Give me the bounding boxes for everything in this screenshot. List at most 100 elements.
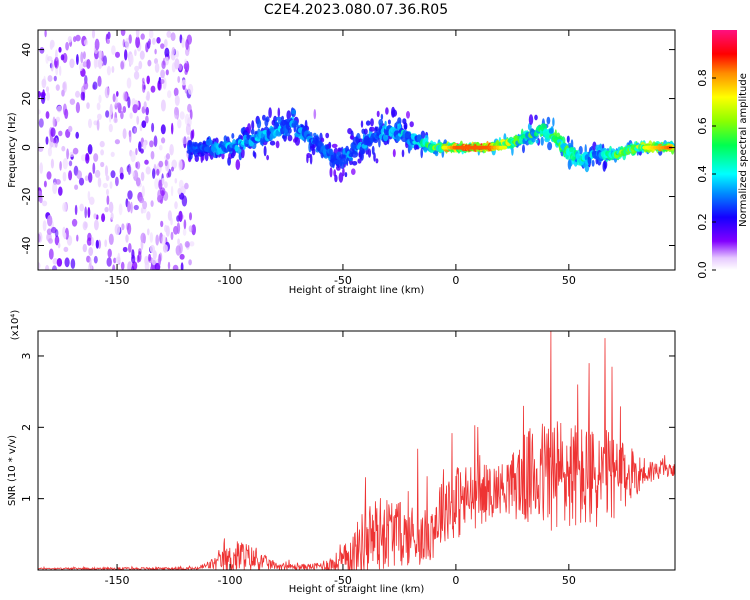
noise-cell [120,261,125,270]
noise-cell [167,261,171,270]
signal-cell [341,158,349,165]
noise-cell [113,257,117,264]
noise-cell [139,50,145,60]
noise-cell [110,212,114,220]
noise-cell [165,225,170,237]
peak-cell [501,145,508,150]
noise-cell [54,235,60,246]
noise-cell [127,96,131,109]
x-tick-label: 50 [562,574,576,587]
noise-cell [87,232,92,242]
signal-cell [328,148,334,157]
noise-cell [164,47,170,58]
signal-cell [351,168,356,175]
noise-cell [93,57,98,69]
noise-cell [52,258,59,265]
noise-cell [104,239,108,248]
noise-cell [46,91,50,101]
noise-cell [75,90,80,98]
noise-cell [128,131,132,143]
noise-cell [44,30,47,38]
noise-cell [178,210,183,223]
noise-cell [131,265,135,270]
noise-cell [57,242,61,249]
noise-cell [127,261,133,270]
noise-cell [46,228,53,235]
noise-cell [146,211,151,221]
noise-cell [60,54,65,61]
noise-cell [135,36,141,49]
noise-cell [114,224,121,235]
noise-cell [152,37,156,45]
signal-cell [351,161,358,166]
signal-cell [352,136,359,146]
noise-cell [62,171,67,182]
y-scale-label: (x10⁴) [10,310,21,341]
noise-cell [78,177,85,186]
signal-cell [404,131,412,140]
noise-cell [93,213,97,219]
noise-cell [174,106,179,116]
noise-cell [89,257,92,269]
noise-cell [144,159,149,165]
noise-cell [160,187,166,196]
noise-cell [150,200,154,208]
signal-cell [204,151,209,162]
noise-cell [165,153,171,160]
signal-cell [403,124,408,130]
noise-cell [176,222,181,235]
noise-cell [43,75,46,86]
noise-cell [116,91,119,97]
signal-cell [351,150,359,158]
signal-cell [247,123,251,134]
noise-cell [164,159,168,167]
noise-cell [75,34,81,42]
signal-cell [262,130,268,135]
chart-title: C2E4.2023.080.07.36.R05 [264,2,448,18]
noise-cell [93,153,99,162]
noise-cell [185,123,191,136]
x-tick-label: -50 [334,574,352,587]
noise-cell [100,149,104,156]
signal-cell [342,167,345,177]
noise-cell [58,46,62,53]
noise-cell [185,47,190,57]
noise-cell [122,91,128,102]
noise-cell [47,147,53,157]
signal-cell [401,149,405,158]
noise-cell [164,56,169,66]
colorbar-tick-label: 0.6 [696,117,709,135]
noise-cell [71,218,78,227]
noise-cell [127,163,131,176]
signal-cell [286,110,292,120]
noise-cell [173,87,179,97]
noise-cell [135,30,140,38]
noise-cell [145,166,151,175]
signal-cell [234,144,239,152]
noise-cell [65,41,69,51]
noise-cell [79,63,83,72]
noise-cell [174,58,180,70]
noise-cell [136,161,141,170]
noise-cell [148,38,152,46]
signal-cell [334,174,338,183]
noise-cell [158,179,163,190]
noise-cell [107,248,112,258]
plot-frame [37,29,676,271]
noise-cell [158,253,162,266]
noise-cell [75,102,80,114]
noise-cell [181,37,185,49]
signal-cell [397,117,402,125]
noise-cell [108,201,114,213]
spectrogram-cells [38,30,675,270]
noise-cell [141,81,146,93]
signal-cell [534,114,538,121]
noise-cell [106,65,111,76]
noise-cell [69,98,76,105]
noise-cell [138,196,145,204]
noise-cell [45,111,50,119]
noise-cell [63,246,69,253]
noise-cell [174,201,178,210]
y-tick-label: 1 [20,495,33,502]
